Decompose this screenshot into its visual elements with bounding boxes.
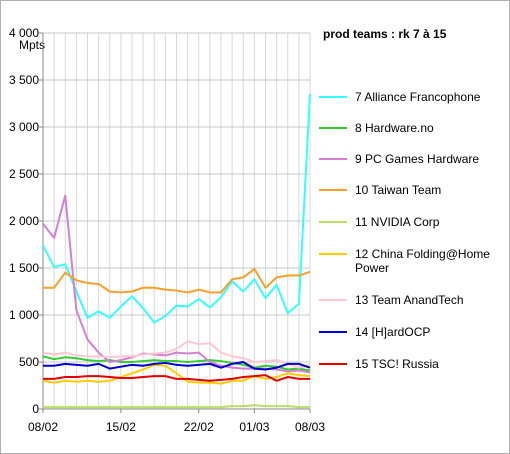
legend-label: 8 Hardware.no: [355, 121, 434, 135]
series-line: [43, 404, 310, 409]
legend-label: 12 China Folding@Home Power: [355, 247, 490, 275]
legend-swatch: [319, 127, 347, 129]
legend-swatch: [319, 221, 347, 223]
x-tick-label: 15/02: [106, 420, 136, 434]
legend-entry: 11 NVIDIA Corp: [319, 215, 505, 229]
legend-label: 10 Taiwan Team: [355, 183, 442, 197]
legend-label: 14 [H]ardOCP: [355, 325, 431, 339]
legend-entry: 14 [H]ardOCP: [319, 325, 505, 339]
series-line: [42, 94, 311, 324]
legend-entry: 13 Team AnandTech: [319, 293, 505, 307]
y-axis-label: Mpts: [19, 38, 45, 52]
series-line: [42, 340, 311, 369]
legend-entry: 12 China Folding@Home Power: [319, 247, 505, 275]
legend-swatch: [319, 299, 347, 301]
legend-swatch: [319, 189, 347, 191]
legend-label: 15 TSC! Russia: [355, 357, 439, 371]
legend-label: 7 Alliance Francophone: [355, 90, 481, 104]
series-line: [42, 363, 311, 385]
x-tick-label: 22/02: [184, 420, 214, 434]
legend-entry: 9 PC Games Hardware: [319, 152, 505, 166]
y-tick-label: 500: [19, 355, 39, 369]
x-tick-label: 08/02: [28, 420, 58, 434]
legend-entry: 8 Hardware.no: [319, 121, 505, 135]
legend-entry: 7 Alliance Francophone: [319, 90, 505, 104]
legend-entry: 15 TSC! Russia: [319, 357, 505, 371]
series-line: [42, 355, 311, 372]
y-tick-label: 3 500: [9, 73, 39, 87]
y-tick-label: 1 500: [9, 261, 39, 275]
legend-entry: 10 Taiwan Team: [319, 183, 505, 197]
x-tick-label: 01/03: [239, 420, 269, 434]
y-tick-label: 0: [32, 402, 39, 416]
series-line: [43, 374, 310, 382]
y-tick-label: 2 000: [9, 214, 39, 228]
y-tick-label: 4 000: [9, 26, 39, 40]
y-tick-label: 1 000: [9, 308, 39, 322]
legend-label: 13 Team AnandTech: [355, 293, 464, 307]
legend-swatch: [319, 253, 347, 255]
series-line: [43, 361, 311, 371]
series-line: [43, 267, 311, 294]
legend-label: 11 NVIDIA Corp: [355, 215, 440, 229]
chart-title: prod teams : rk 7 à 15: [323, 27, 447, 41]
legend-label: 9 PC Games Hardware: [355, 152, 480, 166]
legend-swatch: [319, 331, 347, 333]
legend-swatch: [319, 158, 347, 160]
legend-swatch: [319, 96, 347, 98]
y-tick-label: 2 500: [9, 167, 39, 181]
legend-swatch: [319, 363, 347, 365]
y-tick-label: 3 000: [9, 120, 39, 134]
x-tick-label: 08/03: [295, 420, 325, 434]
